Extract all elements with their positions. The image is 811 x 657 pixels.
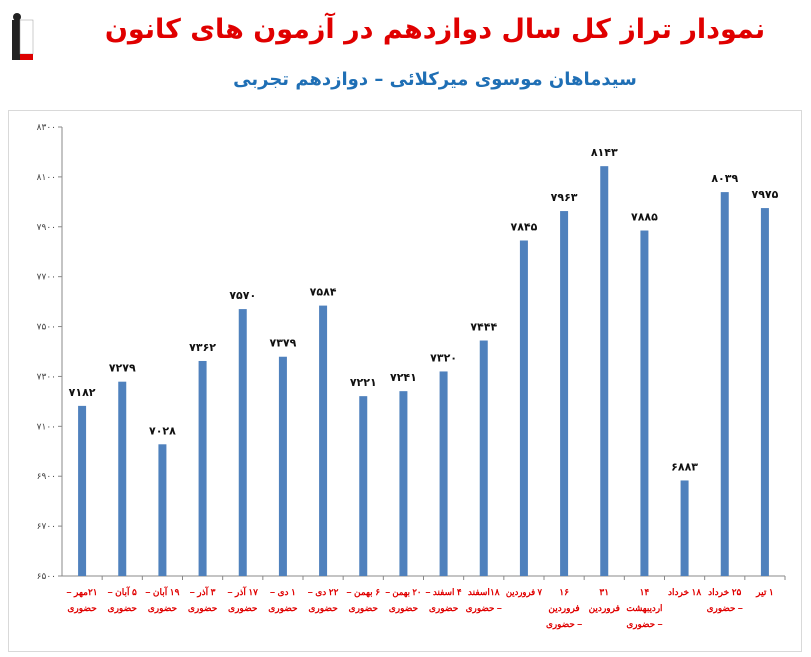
bar — [519, 240, 528, 576]
x-tick-label: حضوری — [188, 603, 218, 614]
x-tick-label: ۱۸ خرداد — [668, 587, 701, 598]
bar — [720, 192, 729, 577]
x-tick-label: – حضوری — [466, 603, 502, 614]
x-tick-label: ۱ دی – — [270, 587, 296, 597]
bar — [78, 405, 87, 576]
data-label: ۷۸۴۵ — [510, 220, 537, 233]
data-label: ۷۹۷۵ — [751, 188, 778, 201]
data-label: ۸۰۳۹ — [711, 172, 738, 185]
x-tick-label: – حضوری — [626, 619, 662, 630]
y-tick-label: ۷۱۰۰ — [37, 422, 56, 432]
y-tick-label: ۷۹۰۰ — [37, 223, 56, 233]
data-label: ۷۴۴۴ — [470, 321, 497, 334]
x-tick-label: حضوری — [228, 603, 258, 614]
x-tick-label: حضوری — [148, 603, 178, 614]
data-label: ۷۳۷۹ — [269, 337, 296, 350]
logo — [10, 12, 34, 62]
x-tick-label: ۳ آذر – — [190, 586, 216, 598]
bar — [439, 371, 448, 576]
chart-subtitle: سیدماهان موسوی میرکلائی – دوازدهم تجربی — [233, 69, 637, 90]
bar — [600, 166, 609, 576]
x-tick-label: ۷ فروردین — [506, 587, 542, 598]
x-tick-label: ۵ آبان – — [108, 586, 137, 597]
x-tick-label: حضوری — [389, 603, 419, 614]
data-label: ۸۱۴۳ — [591, 146, 618, 159]
data-label: ۶۸۸۳ — [671, 460, 698, 473]
data-label: ۷۳۲۰ — [430, 351, 457, 364]
data-label: ۷۹۶۳ — [551, 191, 578, 204]
x-tick-label: ۶ بهمن – — [346, 587, 380, 598]
data-label: ۷۰۲۸ — [149, 424, 176, 437]
x-tick-label: ۴ اسفند – — [426, 587, 462, 597]
bar — [359, 396, 368, 576]
data-label: ۷۳۶۲ — [189, 341, 216, 354]
data-label: ۷۲۴۱ — [390, 371, 417, 384]
x-tick-label: حضوری — [67, 603, 97, 614]
x-tick-label: فروردین — [548, 603, 579, 614]
y-tick-label: ۶۷۰۰ — [37, 522, 56, 532]
bar — [479, 340, 488, 576]
x-tick-label: ۱۴ — [640, 587, 650, 597]
x-tick-label: ۱۶ — [559, 587, 569, 597]
data-label: ۷۲۷۹ — [109, 362, 136, 375]
chart-title: نمودار تراز کل سال دوازدهم در آزمون های … — [104, 14, 766, 45]
x-tick-label: ۱۸اسفند — [468, 587, 500, 597]
y-tick-label: ۷۳۰۰ — [37, 372, 56, 382]
x-tick-label: ۱ تیر — [755, 587, 774, 598]
x-tick-label: – حضوری — [707, 603, 743, 614]
x-tick-label: حضوری — [349, 603, 379, 614]
x-tick-label: ۲۰ بهمن – — [385, 587, 421, 598]
x-tick-label: حضوری — [108, 603, 138, 614]
x-tick-label: ۱۷ آذر – — [227, 586, 258, 598]
x-tick-label: – حضوری — [546, 619, 582, 630]
bar — [640, 230, 649, 576]
x-tick-label: حضوری — [429, 603, 459, 614]
data-label: ۷۸۸۵ — [631, 211, 658, 224]
bar — [158, 444, 167, 576]
data-label: ۷۵۸۴ — [310, 286, 337, 299]
bar — [760, 208, 769, 576]
x-tick-label: اردیبهشت — [626, 603, 662, 614]
chart-frame — [8, 110, 802, 652]
bar — [278, 356, 287, 576]
bar — [319, 305, 328, 576]
y-tick-label: ۶۵۰۰ — [37, 572, 56, 582]
x-tick-label: ۳۱ — [599, 587, 609, 597]
x-tick-label: حضوری — [308, 603, 338, 614]
y-tick-label: ۸۱۰۰ — [37, 173, 56, 183]
bar — [560, 211, 569, 576]
y-tick-label: ۸۳۰۰ — [37, 123, 56, 133]
x-tick-label: فروردین — [589, 603, 620, 614]
x-tick-label: حضوری — [268, 603, 298, 614]
data-label: ۷۵۷۰ — [229, 289, 256, 302]
bar — [118, 381, 127, 576]
bar — [399, 391, 408, 576]
bar — [238, 309, 247, 576]
x-tick-label: ۲۵ خرداد — [708, 587, 741, 598]
data-label: ۷۱۸۲ — [69, 386, 96, 399]
y-tick-label: ۶۹۰۰ — [37, 472, 56, 482]
x-tick-label: ۲۲ دی – — [308, 587, 339, 597]
data-label: ۷۲۲۱ — [350, 376, 377, 389]
x-tick-label: ۱۹ آبان – — [145, 586, 179, 597]
bar — [198, 360, 207, 576]
y-tick-label: ۷۵۰۰ — [37, 323, 56, 333]
x-tick-label: ۲۱مهر – — [67, 587, 98, 598]
y-tick-label: ۷۷۰۰ — [37, 273, 56, 283]
bar — [680, 480, 689, 576]
